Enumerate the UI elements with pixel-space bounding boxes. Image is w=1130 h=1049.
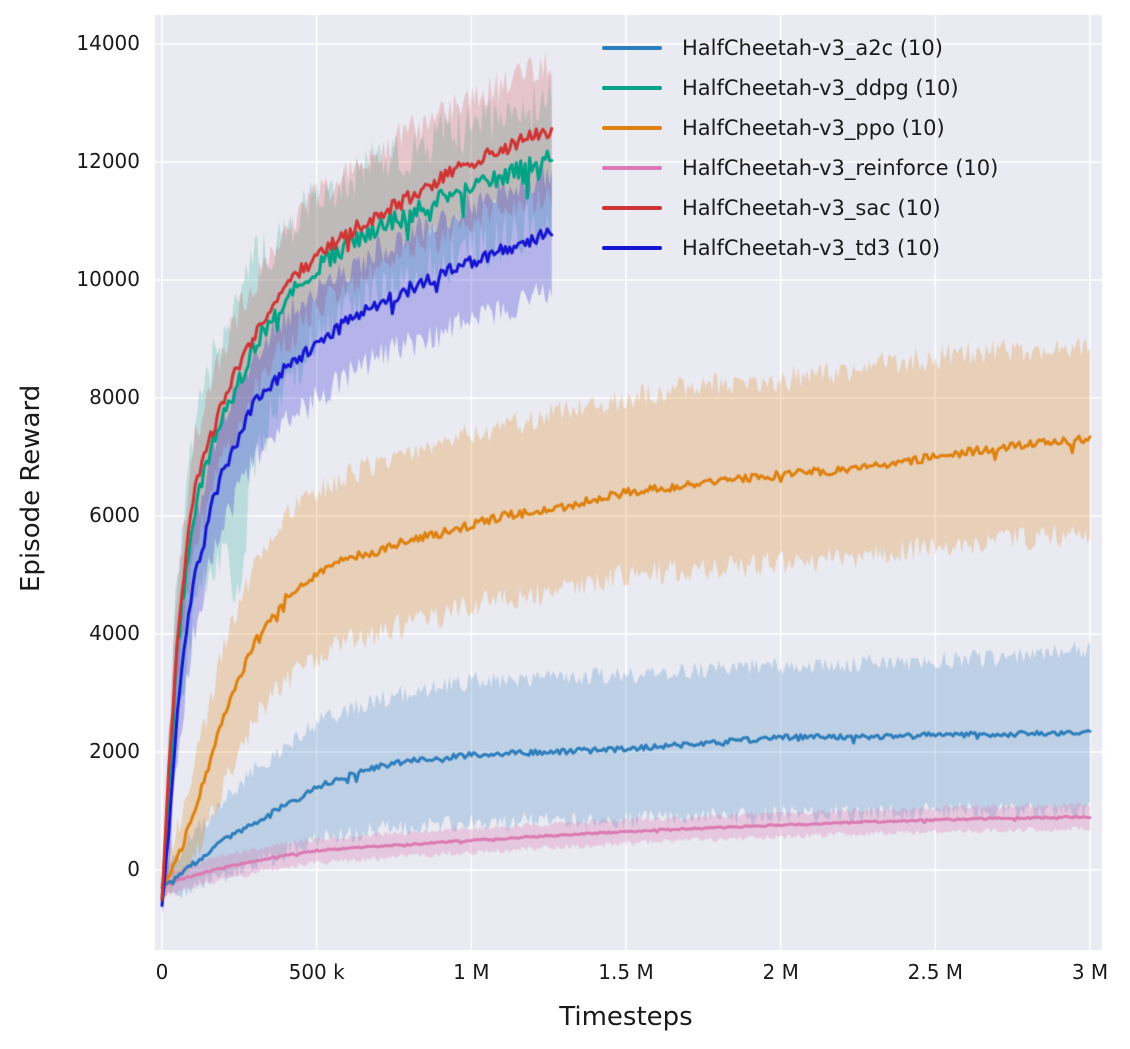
chart-canvas [0,0,1130,1049]
